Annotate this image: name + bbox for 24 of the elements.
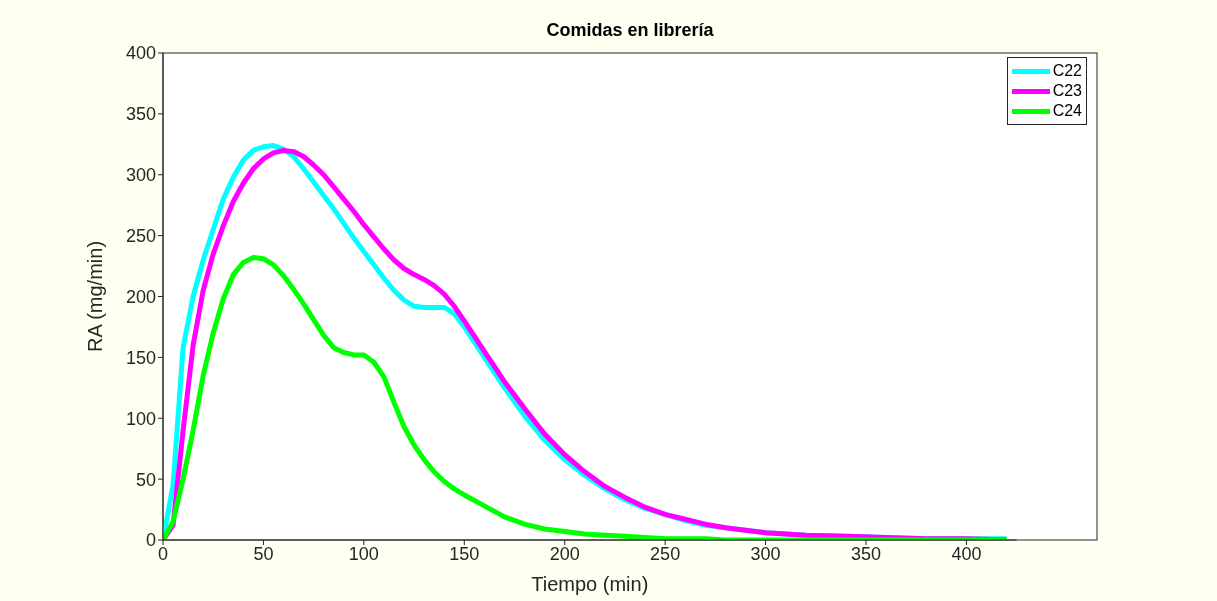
legend-label: C22 — [1052, 61, 1082, 81]
x-axis-title: Tiempo (min) — [531, 573, 649, 595]
y-axis-title: RA (mg/min) — [84, 240, 107, 353]
x-tick-label: 350 — [850, 543, 882, 564]
y-tick-label: 50 — [135, 469, 156, 490]
y-tick-label: 300 — [125, 165, 156, 186]
x-tick-label: 200 — [549, 543, 580, 564]
x-tick-label: 400 — [951, 543, 982, 564]
x-tick-label: 300 — [750, 543, 781, 564]
y-tick-label: 150 — [125, 347, 156, 368]
y-tick-label: 400 — [125, 43, 156, 64]
y-tick-label: 250 — [125, 226, 156, 247]
x-tick-label: 150 — [449, 543, 480, 564]
y-tick-label: 200 — [125, 286, 156, 307]
x-tick-label: 250 — [650, 543, 681, 564]
y-tick-label: 350 — [125, 104, 156, 125]
x-tick-label: 0 — [157, 543, 169, 564]
y-tick-label: 100 — [125, 408, 156, 429]
x-tick-label: 100 — [348, 543, 379, 564]
legend-label: C24 — [1052, 101, 1082, 121]
chart-title: Comidas en librería — [545, 20, 715, 41]
legend-label: C23 — [1052, 81, 1082, 101]
y-tick-label: 0 — [145, 530, 156, 551]
x-tick-label: 50 — [253, 543, 274, 564]
